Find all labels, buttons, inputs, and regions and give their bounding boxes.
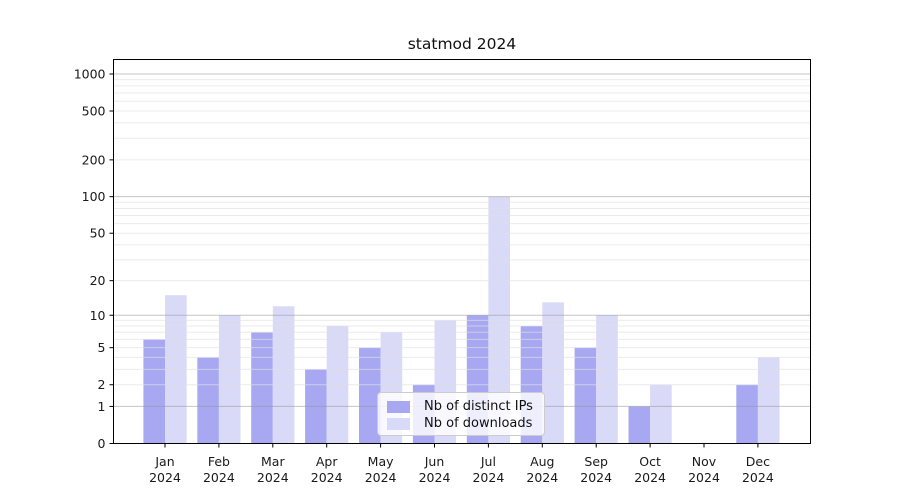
y-tick-label-0: 0 bbox=[98, 436, 106, 451]
bar-downloads-Oct bbox=[650, 384, 672, 444]
x-tick-label-year-Jul: 2024 bbox=[472, 470, 504, 485]
legend-swatch-ips-icon bbox=[387, 400, 410, 413]
legend: Nb of distinct IPs Nb of downloads bbox=[377, 392, 545, 436]
x-tick-label-month-Nov: Nov bbox=[692, 454, 717, 469]
x-tick-label-month-Aug: Aug bbox=[530, 454, 554, 469]
x-tick-label-year-Dec: 2024 bbox=[742, 470, 774, 485]
x-tick-label-month-Oct: Oct bbox=[639, 454, 661, 469]
plot-box bbox=[113, 59, 811, 444]
bar-downloads-Feb bbox=[218, 315, 241, 444]
x-tick-label-month-May: May bbox=[368, 454, 394, 469]
bar-ips-Dec bbox=[736, 384, 758, 444]
y-tick-label-50: 50 bbox=[90, 226, 106, 241]
x-tick-label-month-Dec: Dec bbox=[746, 454, 770, 469]
bar-downloads-Mar bbox=[272, 306, 295, 444]
y-tick-label-20: 20 bbox=[90, 273, 106, 288]
y-tick-label-1000: 1000 bbox=[74, 67, 106, 82]
x-tick-label-month-Mar: Mar bbox=[261, 454, 285, 469]
x-tick-label-year-Jun: 2024 bbox=[419, 470, 451, 485]
bar-downloads-Aug bbox=[542, 302, 564, 444]
y-tick-label-500: 500 bbox=[82, 104, 106, 119]
x-tick-label-year-Oct: 2024 bbox=[634, 470, 666, 485]
bar-downloads-Sep bbox=[596, 315, 618, 444]
chart-title: statmod 2024 bbox=[407, 35, 517, 53]
x-tick-label-month-Jan: Jan bbox=[154, 454, 174, 469]
legend-item-downloads: Nb of downloads bbox=[387, 415, 544, 432]
x-tick-label-year-May: 2024 bbox=[365, 470, 397, 485]
x-tick-label-month-Apr: Apr bbox=[316, 454, 338, 469]
x-tick-label-month-Jun: Jun bbox=[424, 454, 445, 469]
bar-ips-Feb bbox=[197, 357, 219, 444]
legend-item-distinct-ips: Nb of distinct IPs bbox=[387, 398, 544, 415]
bar-ips-Sep bbox=[574, 347, 597, 444]
bar-ips-Oct bbox=[628, 406, 651, 444]
y-tick-label-1: 1 bbox=[98, 399, 106, 414]
x-tick-label-month-Jul: Jul bbox=[480, 454, 496, 469]
x-tick-label-year-Nov: 2024 bbox=[688, 470, 720, 485]
x-tick-label-year-Sep: 2024 bbox=[580, 470, 612, 485]
legend-swatch-downloads-icon bbox=[387, 417, 410, 430]
x-tick-label-month-Sep: Sep bbox=[584, 454, 608, 469]
x-tick-label-year-Apr: 2024 bbox=[311, 470, 343, 485]
x-tick-label-year-Aug: 2024 bbox=[526, 470, 558, 485]
y-tick-label-200: 200 bbox=[82, 152, 106, 167]
legend-label: Nb of downloads bbox=[424, 416, 533, 431]
bar-ips-May bbox=[359, 347, 381, 444]
bar-ips-Mar bbox=[251, 332, 273, 444]
x-tick-label-month-Feb: Feb bbox=[208, 454, 230, 469]
y-tick-label-10: 10 bbox=[90, 308, 106, 323]
x-tick-label-year-Feb: 2024 bbox=[203, 470, 235, 485]
y-tick-label-100: 100 bbox=[82, 189, 106, 204]
bar-downloads-Dec bbox=[757, 357, 780, 444]
legend-label: Nb of distinct IPs bbox=[424, 399, 533, 414]
bar-ips-Jan bbox=[143, 339, 165, 444]
x-tick-label-year-Jan: 2024 bbox=[149, 470, 181, 485]
y-tick-label-2: 2 bbox=[98, 377, 106, 392]
x-tick-label-year-Mar: 2024 bbox=[257, 470, 289, 485]
y-tick-label-5: 5 bbox=[98, 340, 106, 355]
